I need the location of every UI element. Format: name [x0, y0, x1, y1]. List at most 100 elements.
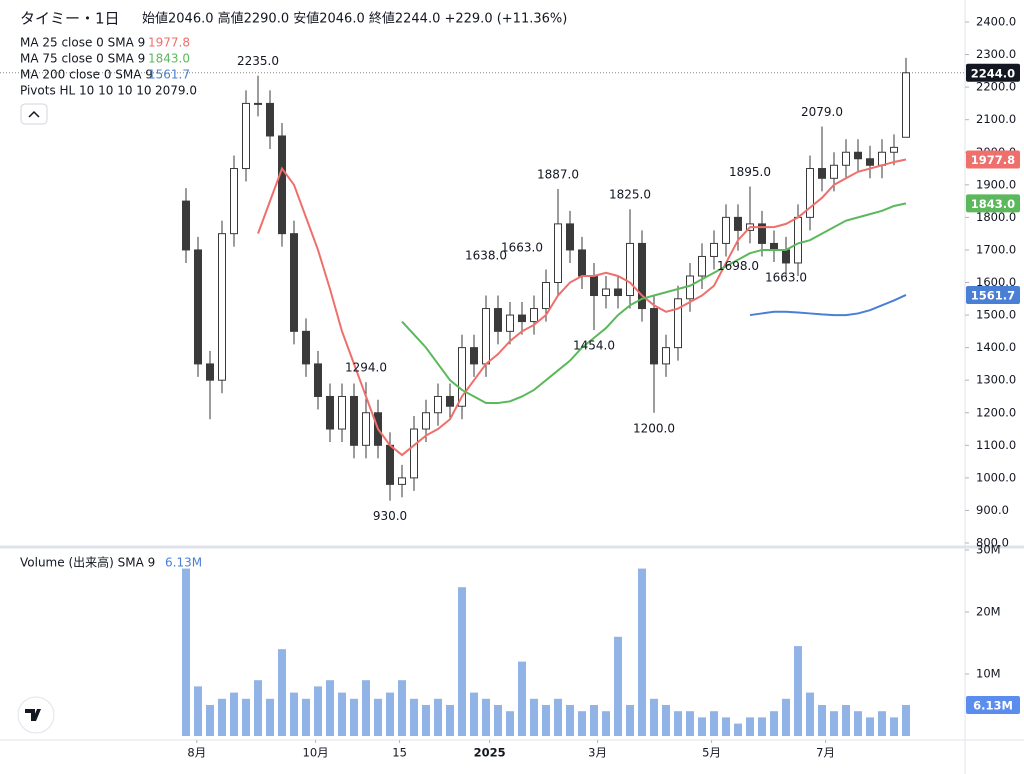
candle-body: [566, 223, 574, 251]
candle-body: [410, 428, 418, 479]
candle-body: [506, 314, 514, 332]
candle-body: [542, 282, 550, 310]
pivot-label: 1887.0: [537, 168, 579, 182]
legend-name: MA 25 close 0 SMA 9: [20, 36, 145, 50]
candle-body: [302, 330, 310, 365]
volume-bar: [422, 705, 430, 736]
volume-bar: [746, 717, 754, 736]
candle-body: [794, 216, 802, 264]
candle-body: [350, 395, 358, 446]
volume-bar: [662, 705, 670, 736]
candle-body: [446, 395, 454, 407]
volume-bar: [638, 568, 646, 736]
pivot-label: 2235.0: [237, 54, 279, 68]
volume-bar: [182, 568, 190, 736]
volume-bar: [506, 711, 514, 736]
volume-bar: [626, 705, 634, 736]
candle-body: [866, 158, 874, 166]
candle-body: [434, 395, 442, 414]
candle-body: [278, 135, 286, 235]
y-tick-label: 2200.0: [976, 80, 1016, 94]
volume-bar: [698, 717, 706, 736]
ma-price-tag-bg: [966, 150, 1020, 169]
candle-body: [398, 477, 406, 485]
candle-body: [218, 233, 226, 381]
volume-bar: [254, 680, 262, 736]
volume-bar: [878, 711, 886, 736]
collapse-button[interactable]: [20, 103, 48, 125]
pivot-label: 1663.0: [765, 270, 807, 284]
ma-price-tag: 1561.7: [971, 288, 1015, 302]
candle-body: [698, 255, 706, 277]
legend-value: 1977.8: [148, 36, 190, 50]
candle-body: [590, 275, 598, 297]
volume-bar: [230, 692, 238, 736]
y-tick-label: 30M: [976, 543, 1001, 557]
y-tick-label: 800.0: [976, 536, 1009, 550]
y-tick-label: 1100.0: [976, 438, 1016, 452]
volume-bar: [650, 698, 658, 736]
volume-bar: [314, 686, 322, 736]
volume-tag-bg: [966, 696, 1020, 714]
candle-body: [362, 412, 370, 446]
ma-price-tag-bg: [966, 285, 1020, 304]
volume-bar: [554, 698, 562, 736]
volume-tag: 6.13M: [973, 699, 1013, 713]
moving-average: [401, 202, 907, 404]
pivot-label: 1200.0: [633, 421, 675, 435]
candle-body: [722, 216, 730, 244]
candle-body: [878, 151, 886, 166]
x-tick-label: 3月: [588, 746, 607, 760]
volume-bar: [734, 723, 742, 736]
volume-bar: [566, 705, 574, 736]
volume-bar: [794, 646, 802, 736]
candle-body: [734, 216, 742, 231]
candle-body: [230, 168, 238, 235]
candle-body: [830, 164, 838, 179]
ma-price-tag: 1977.8: [971, 153, 1015, 167]
volume-bar: [866, 717, 874, 736]
moving-average: [257, 158, 907, 457]
candle-body: [758, 223, 766, 244]
candle-body: [650, 308, 658, 365]
candle-body: [194, 249, 202, 365]
candle-body: [458, 347, 466, 407]
y-tick-label: 1400.0: [976, 340, 1016, 354]
volume-bar: [398, 680, 406, 736]
volume-bar: [494, 705, 502, 736]
volume-bar: [482, 698, 490, 736]
candle-body: [818, 168, 826, 179]
y-tick-label: 1500.0: [976, 308, 1016, 322]
y-tick-label: 1000.0: [976, 470, 1016, 484]
volume-bar: [350, 698, 358, 736]
candle-body: [206, 363, 214, 381]
volume-bar: [530, 698, 538, 736]
legend-name: MA 200 close 0 SMA 9: [20, 68, 153, 82]
volume-bar: [614, 636, 622, 736]
pivot-label: 1638.0: [465, 249, 507, 263]
legend-value: 2079.0: [155, 84, 197, 98]
y-tick-label: 900.0: [976, 503, 1009, 517]
candle-body: [614, 288, 622, 297]
candle-body: [890, 146, 898, 153]
volume-bar: [710, 711, 718, 736]
volume-bar: [782, 698, 790, 736]
pivot-label: 1698.0: [717, 259, 759, 273]
volume-bar: [470, 692, 478, 736]
candle-body: [266, 102, 274, 137]
volume-bar: [770, 711, 778, 736]
candle-body: [674, 298, 682, 349]
candle-body: [578, 249, 586, 277]
volume-bar: [578, 711, 586, 736]
volume-bar: [326, 680, 334, 736]
volume-bar: [194, 686, 202, 736]
legend-value: 1561.7: [148, 68, 190, 82]
x-tick-label: 2025: [474, 746, 506, 760]
y-tick-label: 1800.0: [976, 210, 1016, 224]
candle-body: [806, 168, 814, 218]
candle-body: [470, 347, 478, 365]
x-tick-label: 5月: [702, 746, 721, 760]
candle-body: [386, 444, 394, 485]
collapse-icon: [28, 110, 40, 118]
